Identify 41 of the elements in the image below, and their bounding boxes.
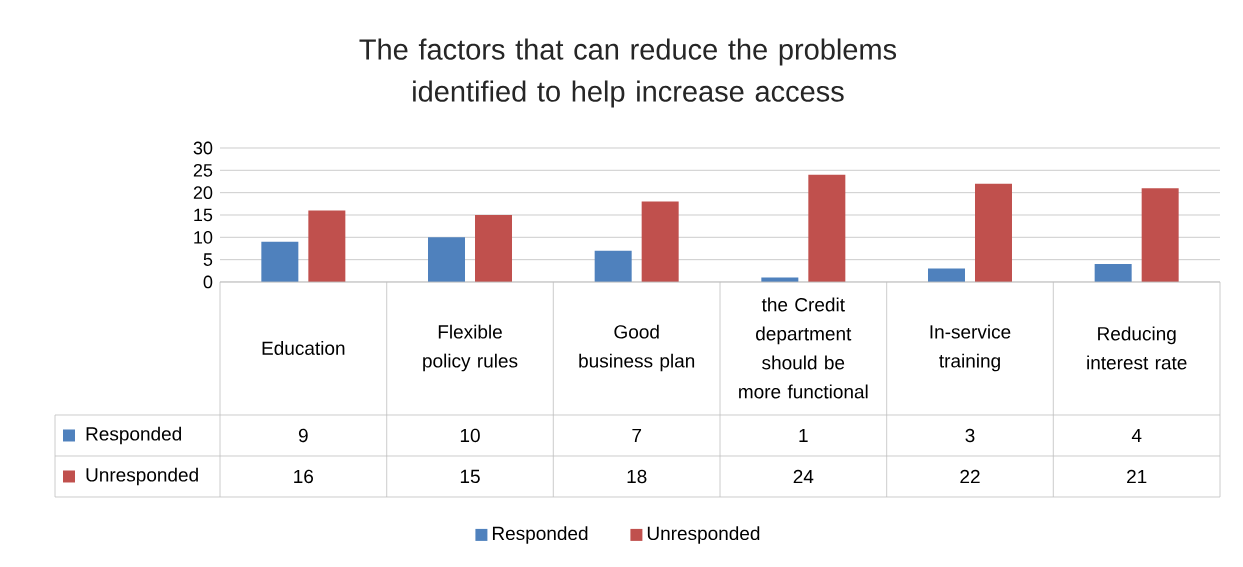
bar: [1141, 188, 1179, 282]
bar: [641, 201, 679, 282]
chart-title: The factors that can reduce the problems identified to help increase access: [359, 38, 897, 108]
x-tick-label: Reducing interest rate: [1087, 326, 1187, 370]
data-label: 18: [627, 469, 647, 484]
data-label: 16: [294, 469, 314, 484]
data-label: 1: [799, 428, 808, 443]
data-label: 21: [1127, 469, 1147, 484]
data-label: 7: [632, 428, 642, 443]
legend-label: Unresponded: [86, 467, 198, 486]
x-tick-label: Good business plan: [579, 324, 695, 372]
x-tick-label: Education: [262, 341, 345, 355]
data-label: 22: [960, 469, 980, 484]
data-label: 10: [460, 428, 480, 443]
data-label: 24: [793, 469, 814, 484]
text: Responded: [492, 526, 588, 544]
bar: [928, 268, 965, 282]
legend-label: Responded: [86, 426, 182, 445]
data-label: 4: [1131, 428, 1142, 443]
y-tick-label: 10: [194, 230, 213, 244]
x-tick-label: Flexible policy rules: [423, 324, 518, 372]
bar: [1094, 264, 1132, 282]
y-tick-label: 5: [203, 253, 213, 266]
data-label: 3: [965, 428, 975, 443]
bar: [308, 210, 346, 282]
text: Unresponded: [647, 526, 760, 544]
bar: [975, 183, 1012, 282]
bar: [475, 214, 513, 282]
bar: [261, 241, 299, 282]
x-tick-label: the Credit department should be more functional: [739, 297, 868, 399]
y-tick-label: 15: [194, 208, 213, 222]
bar: [808, 174, 846, 282]
y-tick-label: 30: [193, 141, 213, 155]
x-tick-label: In-service training: [930, 324, 1011, 372]
y-tick-label: 25: [193, 163, 213, 177]
y-tick-label: 0: [203, 275, 213, 289]
data-label: 9: [298, 428, 308, 443]
bar: [594, 250, 632, 282]
data-label: 15: [460, 469, 480, 484]
bar: [428, 237, 465, 282]
y-tick-label: 20: [193, 186, 213, 200]
